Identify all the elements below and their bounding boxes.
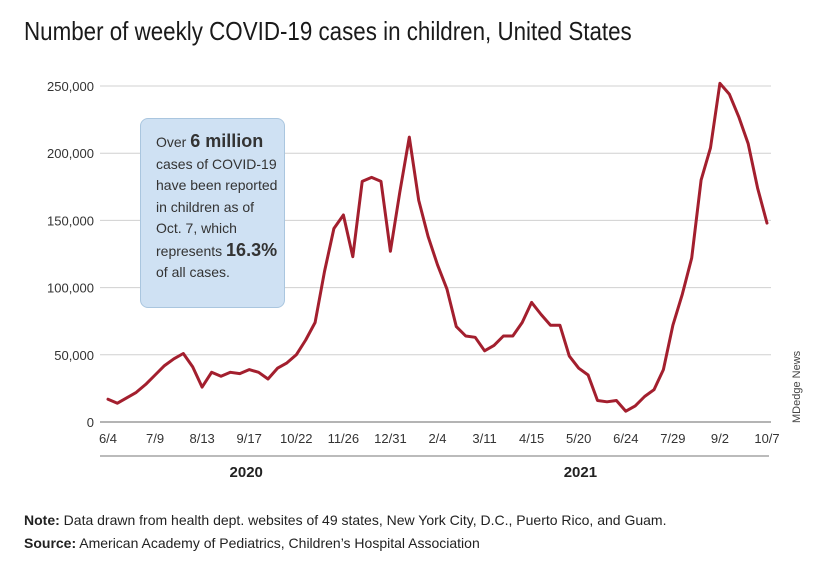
series-layer — [106, 81, 769, 413]
x-tick-label: 7/29 — [660, 431, 685, 446]
y-tick-label: 250,000 — [47, 79, 94, 94]
source-line: Source: American Academy of Pediatrics, … — [24, 535, 666, 551]
chart-title: Number of weekly COVID-19 cases in child… — [24, 16, 632, 46]
x-tick-label: 9/17 — [237, 431, 262, 446]
year-label: 2021 — [564, 464, 597, 481]
line-chart: 0 50,000 100,000 150,000 200,000 250,000 6/4 7… — [47, 79, 803, 481]
note-label: Note: — [24, 512, 60, 528]
x-tick-label: 2/4 — [428, 431, 446, 446]
callout-line-5: Oct. 7, which — [156, 220, 237, 236]
callout-line-2: cases of COVID-19 — [156, 155, 277, 172]
x-tick-label: 6/4 — [99, 431, 117, 446]
x-tick-label: 4/15 — [519, 431, 544, 446]
callout-box: Over 6 million cases of COVID-19 have be… — [140, 118, 285, 308]
year-label: 2020 — [230, 464, 263, 481]
y-tick-label: 150,000 — [47, 213, 94, 228]
y-tick-label: 200,000 — [47, 146, 94, 161]
y-tick-label: 50,000 — [54, 348, 94, 363]
callout-line-3: have been reported — [156, 177, 278, 193]
x-tick-label: 8/13 — [189, 431, 214, 446]
x-tick-label: 10/22 — [280, 431, 313, 446]
source-text: American Academy of Pediatrics, Children… — [76, 535, 480, 551]
series-line — [106, 81, 769, 413]
callout-line-1: Over 6 million — [156, 131, 284, 154]
x-tick-label: 6/24 — [613, 431, 638, 446]
x-tick-label: 7/9 — [146, 431, 164, 446]
y-tick-label: 0 — [87, 415, 94, 430]
callout-line-6: represents 16.3% — [156, 240, 284, 263]
callout-text: represents — [156, 242, 227, 259]
x-tick-label: 10/7 — [754, 431, 779, 446]
y-tick-label: 100,000 — [47, 281, 94, 296]
credit-label: MDedge News — [791, 350, 803, 423]
x-tick-label: 9/2 — [711, 431, 729, 446]
note-line: Note: Data drawn from health dept. websi… — [24, 512, 666, 528]
callout-line-4: in children as of — [156, 198, 255, 215]
callout-highlight: 6 million — [190, 131, 264, 151]
year-groups: 2020 2021 — [100, 455, 769, 481]
callout-line-7: of all cases. — [156, 264, 230, 280]
callout-highlight: 16.3% — [226, 239, 278, 260]
note-text: Data drawn from health dept. websites of… — [59, 512, 667, 528]
y-axis-ticks: 0 50,000 100,000 150,000 200,000 250,000 — [47, 79, 94, 430]
x-axis-ticks: 6/4 7/9 8/13 9/17 10/22 11/26 12/31 2/4 3/11 4/15… — [99, 431, 780, 446]
x-tick-label: 5/20 — [566, 431, 591, 446]
x-tick-label: 3/11 — [472, 431, 496, 446]
footnotes: Note: Data drawn from health dept. websi… — [24, 512, 666, 558]
callout-text: Over — [156, 134, 191, 150]
x-tick-label: 11/26 — [328, 431, 360, 446]
source-label: Source: — [24, 535, 77, 551]
x-tick-label: 12/31 — [374, 431, 407, 446]
